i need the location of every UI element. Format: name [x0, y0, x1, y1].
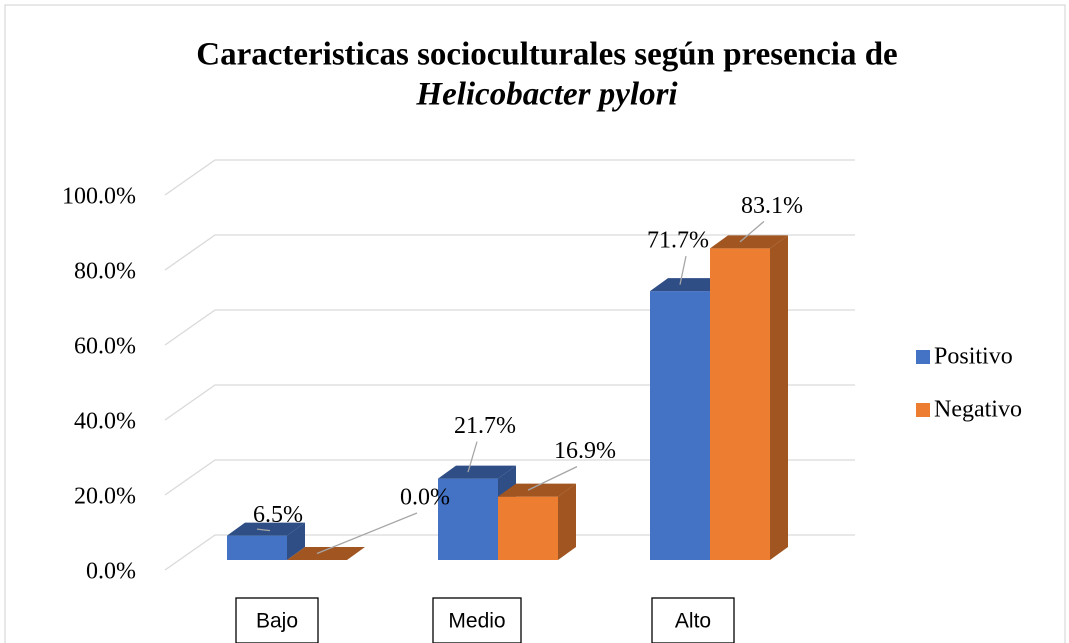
bar-top	[498, 483, 576, 497]
bar-front	[650, 291, 710, 560]
x-tick-label: Bajo	[256, 610, 298, 633]
bar-top	[650, 278, 728, 292]
category-box	[651, 597, 735, 643]
x-tick-label: Medio	[448, 610, 505, 633]
bar-top	[287, 547, 365, 560]
bar-top	[227, 522, 305, 536]
leader-line	[316, 512, 418, 555]
leader-line	[679, 255, 687, 285]
bar	[710, 235, 788, 560]
y-tick-label: 0.0%	[86, 559, 136, 585]
leader-line	[256, 528, 271, 532]
y-tick-label: 40.0%	[74, 409, 136, 435]
grid-line	[164, 159, 855, 196]
bar-front	[710, 248, 770, 560]
data-label: 0.0%	[400, 485, 450, 511]
legend-label: Positivo	[934, 344, 1013, 370]
y-tick-label: 80.0%	[74, 259, 136, 285]
y-tick-label: 60.0%	[74, 334, 136, 360]
grid-line	[164, 384, 855, 421]
bar-top	[710, 235, 788, 249]
bar-side	[770, 235, 788, 560]
data-label: 83.1%	[741, 193, 803, 219]
data-label: 71.7%	[647, 228, 709, 254]
bar-side	[287, 522, 305, 560]
leader-line	[467, 441, 478, 473]
leader-line	[527, 466, 578, 491]
legend-label: Negativo	[934, 397, 1022, 423]
leader-line	[739, 220, 765, 243]
legend-swatch	[916, 350, 930, 364]
grid-line	[164, 234, 855, 271]
grid-line	[164, 459, 855, 496]
x-tick-label: Alto	[675, 610, 711, 633]
chart-title: Helicobacter pylori	[415, 77, 678, 113]
data-label: 16.9%	[554, 438, 616, 464]
bar-top	[438, 465, 516, 479]
category-box	[432, 597, 522, 643]
bar-side	[558, 483, 576, 560]
data-label: 6.5%	[253, 502, 303, 528]
y-tick-label: 20.0%	[74, 484, 136, 510]
bar-front	[227, 535, 287, 560]
chart-title: Caracteristicas socioculturales según pr…	[196, 37, 897, 73]
bar	[498, 483, 576, 560]
bar-front	[498, 496, 558, 560]
bar-front	[438, 478, 498, 560]
bar	[287, 547, 365, 560]
data-label: 21.7%	[454, 413, 516, 439]
legend-swatch	[916, 403, 930, 417]
grid-line	[164, 534, 855, 571]
grid-line	[164, 309, 855, 346]
bar	[227, 522, 305, 560]
category-box	[235, 597, 319, 643]
y-tick-label: 100.0%	[62, 184, 136, 210]
